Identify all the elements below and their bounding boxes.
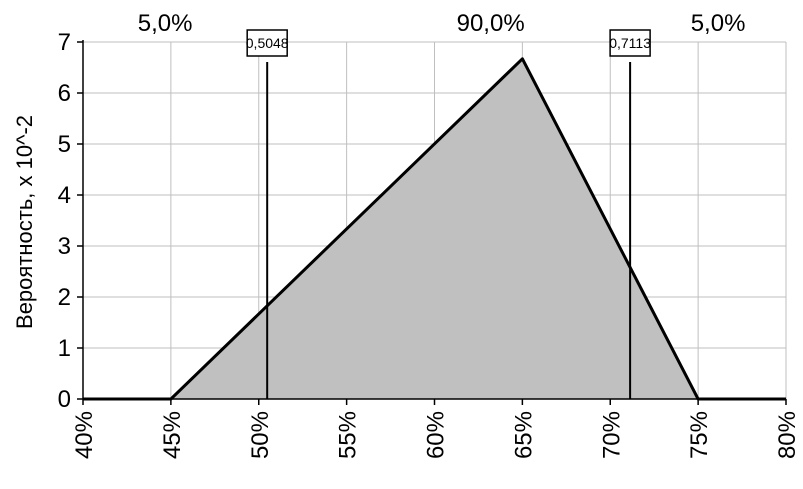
marker-label: 0,7113 xyxy=(609,35,651,51)
y-tick-label: 2 xyxy=(58,284,71,311)
marker-box xyxy=(246,29,288,57)
y-tick-label: 1 xyxy=(58,335,71,362)
x-tick-label: 70% xyxy=(598,411,625,459)
x-tick-label: 80% xyxy=(774,411,801,459)
y-tick-label: 6 xyxy=(58,80,71,107)
x-tick-label: 65% xyxy=(510,411,537,459)
y-tick-label: 4 xyxy=(58,182,71,209)
region-label-center: 90,0% xyxy=(457,10,525,37)
x-tick-label: 55% xyxy=(335,411,362,459)
y-tick-label: 7 xyxy=(58,29,71,56)
x-tick-labels: 40% 45% 50% 55% 60% 65% 70% 75% 80% xyxy=(71,411,801,459)
y-tick-label: 3 xyxy=(58,233,71,260)
markers: 0,5048 0,7113 xyxy=(246,29,651,399)
x-tick-label: 50% xyxy=(247,411,274,459)
x-tick-label: 75% xyxy=(686,411,713,459)
x-tick-label: 40% xyxy=(71,411,98,459)
axes xyxy=(77,40,787,405)
density-area xyxy=(83,58,786,400)
region-label-left: 5,0% xyxy=(138,10,193,37)
region-label-right: 5,0% xyxy=(691,10,746,37)
x-tick-label: 60% xyxy=(423,411,450,459)
marker-label: 0,5048 xyxy=(246,35,289,51)
y-tick-label: 5 xyxy=(58,131,71,158)
region-labels: 5,0% 90,0% 5,0% xyxy=(138,10,746,37)
y-tick-labels: 0 1 2 3 4 5 6 7 xyxy=(58,29,71,413)
x-tick-label: 45% xyxy=(159,411,186,459)
y-tick-label: 0 xyxy=(58,386,71,413)
marker-box xyxy=(609,29,651,57)
y-axis-label: Вероятность, x 10^-2 xyxy=(12,115,37,329)
